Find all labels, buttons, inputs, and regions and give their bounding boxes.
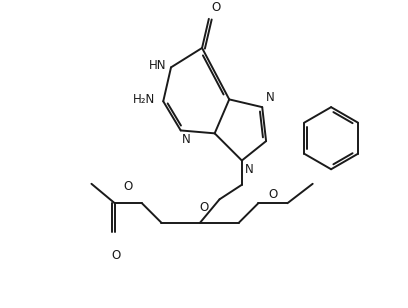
Text: H₂N: H₂N bbox=[133, 93, 155, 106]
Text: O: O bbox=[268, 188, 277, 201]
Text: O: O bbox=[123, 180, 132, 192]
Text: N: N bbox=[182, 133, 191, 146]
Text: O: O bbox=[200, 201, 209, 213]
Text: O: O bbox=[111, 249, 120, 262]
Text: HN: HN bbox=[149, 59, 166, 72]
Text: N: N bbox=[266, 91, 275, 104]
Text: N: N bbox=[245, 164, 253, 176]
Text: O: O bbox=[212, 1, 221, 14]
